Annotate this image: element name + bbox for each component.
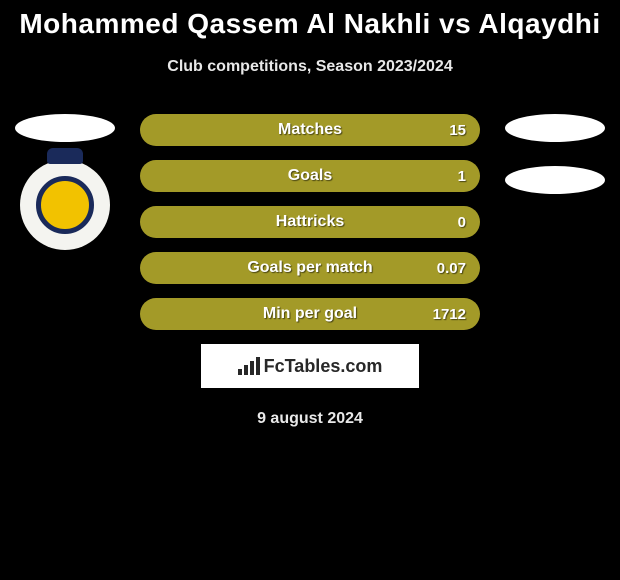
club-logo-shield bbox=[36, 176, 94, 234]
footer-date: 9 august 2024 bbox=[0, 410, 620, 428]
bar-chart-icon bbox=[238, 357, 260, 375]
stat-bar: Matches 15 bbox=[140, 114, 480, 146]
bar-chart-icon-bar bbox=[256, 357, 260, 375]
stat-bar-label: Goals per match bbox=[247, 259, 372, 277]
stat-bar: Hattricks 0 bbox=[140, 206, 480, 238]
bar-chart-icon-bar bbox=[238, 369, 242, 375]
club-logo-left bbox=[20, 160, 110, 250]
stat-bar: Min per goal 1712 bbox=[140, 298, 480, 330]
stat-bar-label: Matches bbox=[278, 121, 342, 139]
stat-bar-label: Hattricks bbox=[276, 213, 344, 231]
page-title: Mohammed Qassem Al Nakhli vs Alqaydhi bbox=[0, 0, 620, 40]
bar-chart-icon-bar bbox=[250, 361, 254, 375]
stat-bar-value: 15 bbox=[449, 122, 466, 139]
club-logo-crown bbox=[47, 148, 83, 164]
watermark-text: FcTables.com bbox=[264, 356, 383, 377]
stat-bar-value: 1 bbox=[458, 168, 466, 185]
stat-bar-value: 0 bbox=[458, 214, 466, 231]
stat-bar: Goals per match 0.07 bbox=[140, 252, 480, 284]
comparison-panel: Matches 15 Goals 1 Hattricks 0 Goals per match… bbox=[0, 114, 620, 428]
player-photo-placeholder-left bbox=[15, 114, 115, 142]
right-player-column bbox=[500, 114, 610, 194]
player-photo-placeholder-right-1 bbox=[505, 114, 605, 142]
stat-bar: Goals 1 bbox=[140, 160, 480, 192]
watermark: FcTables.com bbox=[201, 344, 419, 388]
stat-bar-value: 0.07 bbox=[437, 260, 466, 277]
stat-bar-label: Min per goal bbox=[263, 305, 357, 323]
player-photo-placeholder-right-2 bbox=[505, 166, 605, 194]
stat-bars: Matches 15 Goals 1 Hattricks 0 Goals per match… bbox=[140, 114, 480, 330]
stat-bar-value: 1712 bbox=[433, 306, 466, 323]
stat-bar-label: Goals bbox=[288, 167, 332, 185]
bar-chart-icon-bar bbox=[244, 365, 248, 375]
left-player-column bbox=[10, 114, 120, 250]
page-subtitle: Club competitions, Season 2023/2024 bbox=[0, 58, 620, 76]
